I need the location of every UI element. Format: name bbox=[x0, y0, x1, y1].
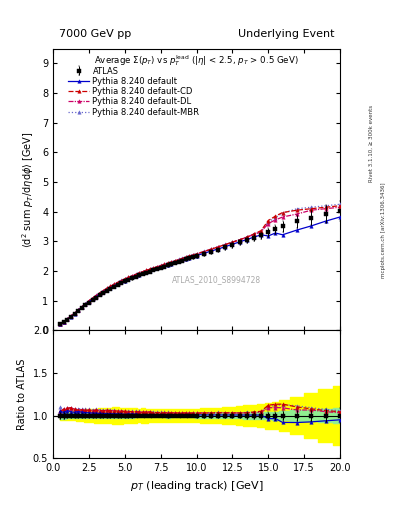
Pythia 8.240 default-DL bbox=[130, 273, 134, 279]
Pythia 8.240 default bbox=[266, 233, 270, 239]
Y-axis label: $\langle$d$^2$ sum $p_T$/d$\eta$d$\phi\rangle$ [GeV]: $\langle$d$^2$ sum $p_T$/d$\eta$d$\phi\r… bbox=[20, 131, 37, 248]
Pythia 8.240 default-CD bbox=[338, 203, 342, 209]
Pythia 8.240 default-DL bbox=[323, 206, 328, 212]
Pythia 8.240 default-DL bbox=[79, 304, 84, 310]
Pythia 8.240 default-MBR bbox=[266, 219, 270, 225]
Pythia 8.240 default-CD bbox=[323, 204, 328, 210]
Text: Rivet 3.1.10, ≥ 300k events: Rivet 3.1.10, ≥ 300k events bbox=[369, 105, 374, 182]
Pythia 8.240 default bbox=[323, 218, 328, 224]
Pythia 8.240 default bbox=[94, 294, 99, 300]
Pythia 8.240 default bbox=[58, 321, 62, 327]
Legend: ATLAS, Pythia 8.240 default, Pythia 8.240 default-CD, Pythia 8.240 default-DL, P: ATLAS, Pythia 8.240 default, Pythia 8.24… bbox=[66, 64, 202, 119]
Pythia 8.240 default-CD bbox=[130, 273, 134, 279]
Pythia 8.240 default-CD bbox=[105, 285, 109, 291]
Line: Pythia 8.240 default-CD: Pythia 8.240 default-CD bbox=[59, 204, 342, 326]
Line: Pythia 8.240 default-MBR: Pythia 8.240 default-MBR bbox=[59, 203, 342, 326]
Pythia 8.240 default-MBR bbox=[130, 272, 134, 279]
Text: ATLAS_2010_S8994728: ATLAS_2010_S8994728 bbox=[172, 275, 261, 284]
Pythia 8.240 default-MBR bbox=[105, 285, 109, 291]
Pythia 8.240 default bbox=[130, 274, 134, 281]
Pythia 8.240 default-DL bbox=[58, 321, 62, 327]
X-axis label: $p_T$ (leading track) [GeV]: $p_T$ (leading track) [GeV] bbox=[130, 479, 263, 493]
Pythia 8.240 default-CD bbox=[79, 304, 84, 310]
Text: mcplots.cern.ch [arXiv:1306.3436]: mcplots.cern.ch [arXiv:1306.3436] bbox=[381, 183, 386, 278]
Text: 7000 GeV pp: 7000 GeV pp bbox=[59, 29, 131, 39]
Line: Pythia 8.240 default-DL: Pythia 8.240 default-DL bbox=[59, 205, 342, 326]
Pythia 8.240 default-DL bbox=[266, 221, 270, 227]
Text: Average $\Sigma(p_T)$ vs $p_T^{\rm lead}$ ($|\eta|$ < 2.5, $p_T$ > 0.5 GeV): Average $\Sigma(p_T)$ vs $p_T^{\rm lead}… bbox=[94, 53, 299, 68]
Pythia 8.240 default-MBR bbox=[94, 292, 99, 298]
Pythia 8.240 default-MBR bbox=[79, 304, 84, 310]
Pythia 8.240 default-MBR bbox=[338, 201, 342, 207]
Pythia 8.240 default-DL bbox=[105, 285, 109, 291]
Pythia 8.240 default-DL bbox=[338, 204, 342, 210]
Pythia 8.240 default-CD bbox=[58, 321, 62, 327]
Text: Underlying Event: Underlying Event bbox=[238, 29, 334, 39]
Pythia 8.240 default bbox=[105, 287, 109, 293]
Pythia 8.240 default-MBR bbox=[58, 321, 62, 327]
Pythia 8.240 default-CD bbox=[94, 292, 99, 298]
Pythia 8.240 default bbox=[79, 304, 84, 310]
Pythia 8.240 default-CD bbox=[266, 218, 270, 224]
Pythia 8.240 default-MBR bbox=[323, 203, 328, 209]
Pythia 8.240 default-DL bbox=[94, 292, 99, 298]
Line: Pythia 8.240 default: Pythia 8.240 default bbox=[59, 215, 342, 326]
Y-axis label: Ratio to ATLAS: Ratio to ATLAS bbox=[17, 358, 27, 430]
Pythia 8.240 default bbox=[338, 214, 342, 220]
